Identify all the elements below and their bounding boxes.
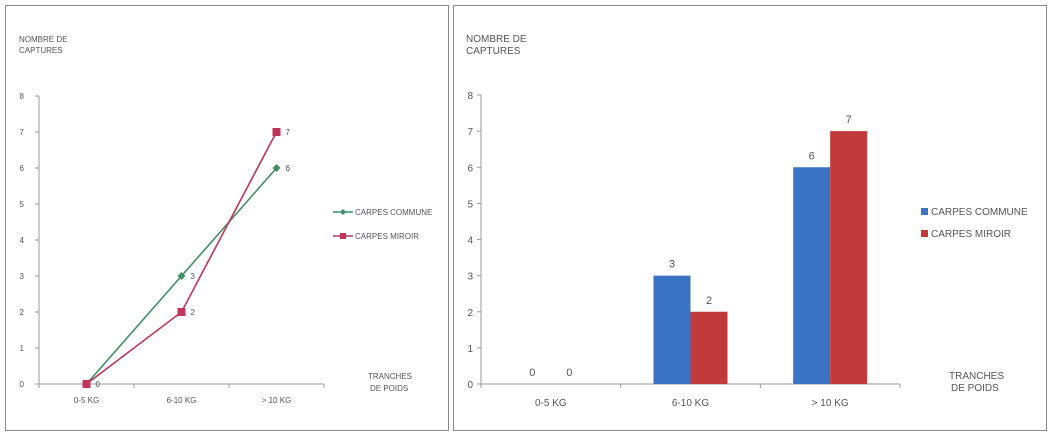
line-chart: NOMBRE DE CAPTURES TRANCHES DE POIDS 0 1 2 3 4 5 6… <box>19 35 432 405</box>
y-tick-label: 7 <box>467 127 473 138</box>
x-category-label: 6-10 KG <box>672 398 709 409</box>
y-axis-title-line: NOMBRE DE <box>466 34 527 45</box>
bar-carpes-commune <box>653 275 691 384</box>
bar-chart-panel: NOMBRE DE CAPTURES TRANCHES DE POIDS 0 1 2 3 4 5 6… <box>453 5 1047 431</box>
y-tick-label: 2 <box>20 308 25 317</box>
data-point-marker <box>177 272 186 280</box>
y-axis-title-line: CAPTURES <box>466 46 521 57</box>
data-point-marker <box>82 380 91 388</box>
bar-carpes-miroir <box>690 311 728 384</box>
y-tick-label: 4 <box>467 236 473 247</box>
legend-swatch <box>921 230 928 237</box>
data-label: 0 <box>529 367 535 379</box>
y-tick-label: 8 <box>467 91 473 102</box>
x-category-label: > 10 KG <box>812 398 849 409</box>
y-tick-label: 3 <box>467 272 473 283</box>
y-tick-label: 1 <box>20 344 25 353</box>
x-axis-title-line: TRANCHES <box>368 372 412 381</box>
data-label: 3 <box>191 272 196 281</box>
x-category-label: > 10 KG <box>262 396 292 405</box>
bar-carpes-miroir <box>830 131 868 384</box>
data-point-marker <box>272 164 281 172</box>
y-tick-label: 8 <box>20 92 25 101</box>
data-label: 6 <box>809 150 815 162</box>
y-axis-title-line: NOMBRE DE <box>19 35 67 44</box>
y-tick-label: 0 <box>467 380 473 391</box>
y-tick-label: 0 <box>20 380 25 389</box>
data-label: 7 <box>286 128 291 137</box>
legend-marker <box>340 209 346 215</box>
y-tick-label: 6 <box>467 163 473 174</box>
legend-label: CARPES MIROIR <box>355 232 419 241</box>
bar-carpes-commune <box>793 167 831 384</box>
y-tick-label: 6 <box>20 164 25 173</box>
data-label: 2 <box>706 295 712 307</box>
y-tick-label: 2 <box>467 308 473 319</box>
y-tick-label: 4 <box>20 236 25 245</box>
y-axis-title-line: CAPTURES <box>19 46 63 55</box>
y-tick-label: 7 <box>20 128 25 137</box>
data-label: 3 <box>669 259 675 271</box>
series-line-carpes-miroir <box>86 131 278 385</box>
y-tick-label: 3 <box>20 272 25 281</box>
data-point-marker <box>272 128 281 136</box>
data-point-marker <box>177 308 186 316</box>
legend-label: CARPES COMMUNE <box>931 207 1028 218</box>
x-category-label: 0-5 KG <box>74 396 99 405</box>
data-label: 7 <box>846 114 852 126</box>
x-category-label: 6-10 KG <box>167 396 197 405</box>
legend-swatch <box>921 208 928 215</box>
y-tick-label: 1 <box>467 344 473 355</box>
data-label: 0 <box>96 380 101 389</box>
x-axis-title-line: DE POIDS <box>370 384 408 393</box>
x-category-label: 0-5 KG <box>535 398 567 409</box>
legend-label: CARPES MIROIR <box>931 229 1011 240</box>
legend-label: CARPES COMMUNE <box>355 208 432 217</box>
x-axis-title-line: TRANCHES <box>949 371 1004 382</box>
y-tick-label: 5 <box>467 199 473 210</box>
line-chart-panel: NOMBRE DE CAPTURES TRANCHES DE POIDS 0 1 2 3 4 5 6… <box>5 5 449 431</box>
data-label: 6 <box>286 164 291 173</box>
data-label: 0 <box>566 367 572 379</box>
x-axis-title-line: DE POIDS <box>951 383 999 394</box>
y-tick-label: 5 <box>20 200 25 209</box>
legend-marker <box>340 233 346 239</box>
data-label: 2 <box>191 308 196 317</box>
